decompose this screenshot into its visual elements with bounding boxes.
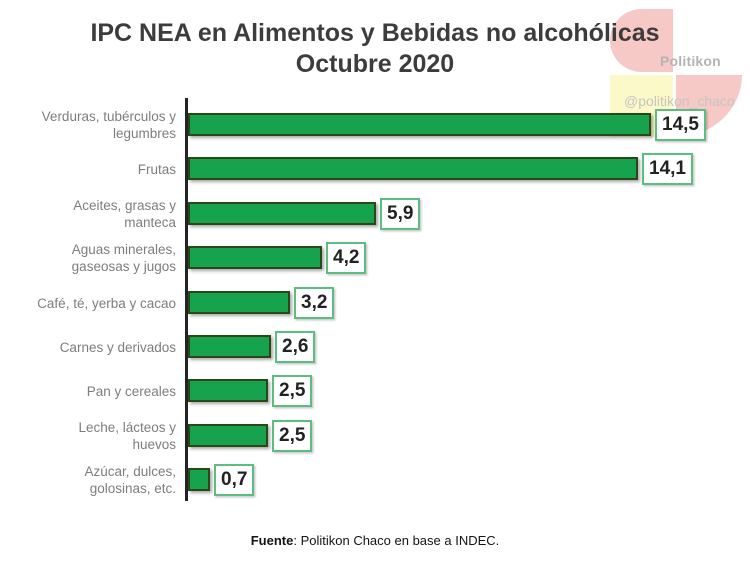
bar-5: [188, 291, 290, 314]
category-label: Frutas: [137, 161, 176, 177]
bar-7: [188, 379, 268, 402]
value-label-8: 2,5: [272, 420, 313, 452]
category-label: Café, té, yerba y cacao: [37, 295, 176, 311]
category-label: Leche, lácteos y huevos: [78, 420, 176, 452]
politikon-logo-pink-top-shape: [610, 9, 673, 72]
bar-1: [188, 113, 651, 136]
bar-2: [188, 157, 638, 180]
value-label-2: 14,1: [642, 153, 693, 185]
bar-4: [188, 246, 322, 269]
category-label: Carnes y derivados: [59, 339, 176, 355]
chart-title-line2: Octubre 2020: [295, 50, 455, 78]
value-label-6: 2,6: [275, 331, 316, 363]
source-label: Fuente: [250, 533, 294, 548]
chart-title-line1: IPC NEA en Alimentos y Bebidas no alcohó…: [90, 19, 660, 47]
value-label-5: 3,2: [294, 287, 335, 319]
value-label-9: 0,7: [214, 464, 255, 496]
category-label: Aguas minerales, gaseosas y jugos: [71, 242, 176, 274]
value-label-7: 2,5: [272, 375, 313, 407]
bar-3: [188, 202, 376, 225]
y-axis-line: [185, 98, 188, 501]
source-note: Fuente: Politikon Chaco en base a INDEC.: [0, 533, 750, 548]
value-label-3: 5,9: [380, 198, 421, 230]
category-label: Pan y cereales: [86, 383, 176, 399]
value-label-4: 4,2: [326, 242, 367, 274]
watermark-brand-text: Politikon: [660, 53, 721, 69]
watermark-handle-text: @politikon_chaco: [624, 93, 735, 109]
category-label: Azúcar, dulces, golosinas, etc.: [84, 464, 176, 496]
chart-title: IPC NEA en Alimentos y Bebidas no alcohó…: [0, 18, 750, 80]
bar-9: [188, 468, 210, 491]
value-label-1: 14,5: [655, 109, 706, 141]
bar-6: [188, 335, 271, 358]
source-text: : Politikon Chaco en base a INDEC.: [293, 533, 500, 548]
category-label: Verduras, tubérculos y legumbres: [41, 109, 176, 141]
category-label: Aceites, grasas y manteca: [73, 198, 176, 230]
bar-8: [188, 424, 268, 447]
